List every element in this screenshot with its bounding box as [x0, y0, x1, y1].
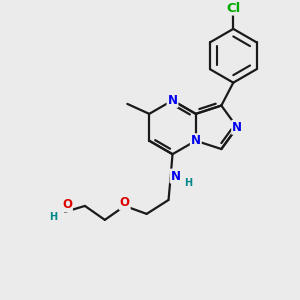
Text: N: N: [232, 121, 242, 134]
Text: Cl: Cl: [226, 2, 240, 14]
Text: N: N: [170, 169, 181, 183]
Text: H: H: [49, 212, 57, 222]
Text: H: H: [184, 178, 193, 188]
Text: O: O: [62, 198, 72, 212]
Text: N: N: [167, 94, 178, 107]
Text: O: O: [120, 196, 130, 209]
Text: N: N: [191, 134, 201, 147]
